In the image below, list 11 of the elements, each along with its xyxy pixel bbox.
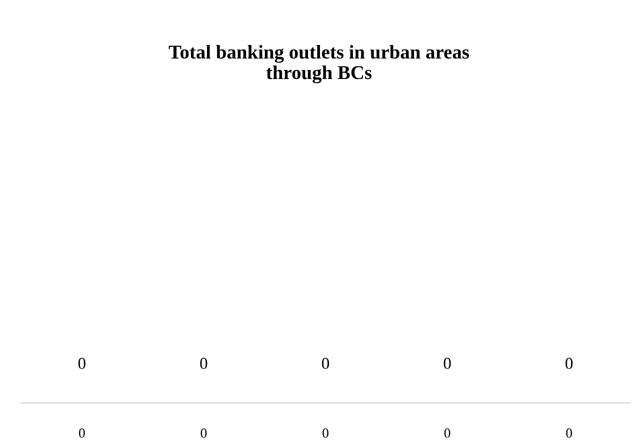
data-label: 0 bbox=[200, 358, 208, 370]
data-label: 0 bbox=[444, 358, 451, 370]
category-label: 0 bbox=[200, 428, 207, 438]
category-label: 0 bbox=[78, 428, 85, 438]
category-label: 0 bbox=[444, 428, 450, 438]
data-label: 0 bbox=[322, 358, 330, 370]
category-label: 0 bbox=[322, 428, 328, 438]
text: Total banking outlets in urban areas through BCs bbox=[168, 45, 470, 84]
category-label: 0 bbox=[566, 428, 572, 438]
data-label: 0 bbox=[566, 358, 573, 370]
data-label: 0 bbox=[78, 358, 86, 370]
